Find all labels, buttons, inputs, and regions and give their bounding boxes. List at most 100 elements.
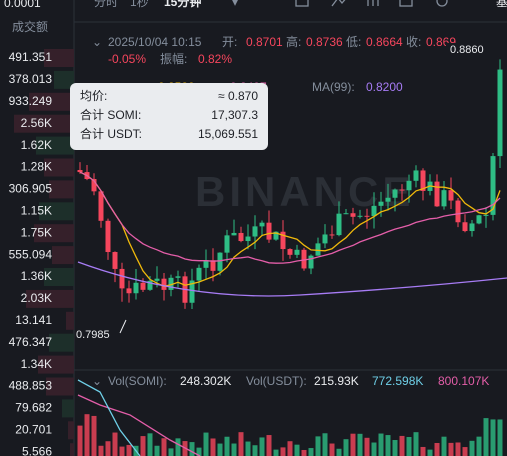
volume-bar	[217, 443, 223, 456]
collapse-arrow[interactable]: ⌄	[92, 35, 102, 49]
icon[interactable]	[367, 0, 379, 6]
candle	[266, 222, 272, 240]
row-value: 1.62K	[21, 138, 52, 152]
row-value: 491.351	[9, 50, 53, 64]
moving-average	[79, 171, 501, 264]
icon[interactable]	[331, 0, 348, 7]
candle	[490, 156, 496, 215]
row-bar	[26, 289, 74, 308]
candle	[259, 222, 265, 227]
tab-active[interactable]: 15分钟	[164, 0, 201, 9]
volume-bar	[322, 433, 328, 456]
volume-bar	[385, 435, 391, 456]
volume-bar	[308, 448, 314, 456]
candle	[469, 223, 475, 232]
icon[interactable]	[295, 0, 309, 7]
volume-bar	[175, 438, 181, 456]
low: 0.8664	[366, 35, 403, 49]
volume-bar	[455, 442, 461, 456]
collapse-arrow[interactable]: ⌄	[92, 374, 102, 388]
candle	[77, 170, 83, 173]
row-bar	[36, 136, 74, 155]
candle	[441, 190, 447, 207]
row-bar	[54, 70, 74, 89]
column-header: 成交额	[12, 19, 48, 34]
volume-bar	[378, 433, 384, 456]
row-value: 378.013	[9, 72, 53, 86]
candle	[245, 236, 251, 242]
candle	[203, 260, 209, 268]
tooltip-value: 17,307.3	[211, 108, 258, 122]
candle	[168, 277, 174, 290]
volume-bar	[406, 437, 412, 456]
open: 0.8701	[246, 35, 283, 49]
volume-bar	[371, 442, 377, 456]
volume-bar	[196, 447, 202, 456]
candle	[476, 215, 482, 224]
volume-bar	[427, 449, 433, 456]
dropdown-arrow[interactable]: ▾	[232, 0, 238, 9]
candle	[161, 278, 167, 290]
high-marker: 0.8860	[450, 44, 484, 56]
row-value: 555.094	[9, 247, 53, 261]
row-bar	[70, 443, 74, 456]
volume-bar	[238, 432, 244, 456]
volume-bar	[392, 440, 398, 456]
row-value: 13.141	[15, 313, 52, 327]
volume-bar	[252, 445, 258, 456]
volume-bar	[413, 432, 419, 456]
precision[interactable]: 0.0001	[4, 0, 41, 10]
candle	[140, 282, 146, 290]
label: 低:	[346, 35, 361, 49]
candle	[392, 189, 398, 198]
tab[interactable]: 1秒	[130, 0, 149, 9]
row-bar	[49, 333, 74, 352]
label: 振幅:	[160, 51, 187, 66]
high: 0.8736	[306, 35, 343, 49]
row-value: 1.15K	[21, 203, 52, 217]
row-value: 1.75K	[21, 225, 52, 239]
candles	[77, 59, 507, 334]
icon[interactable]	[436, 0, 448, 7]
volume-bar	[245, 441, 251, 456]
candle	[133, 282, 139, 294]
candle	[273, 231, 279, 240]
candle	[455, 200, 461, 223]
tooltip-rows: 均价: ≈ 0.870 合计 SOMI: 17,307.3 合计 USDT: 15,069…	[80, 89, 258, 141]
volume-bar	[490, 419, 496, 456]
candle	[308, 255, 314, 269]
vol-somi: 248.302K	[180, 374, 231, 388]
volume-bar	[112, 432, 118, 456]
row-value: 933.249	[9, 94, 53, 108]
candle	[189, 280, 195, 303]
ma99: 0.8200	[366, 80, 403, 94]
row-bar	[44, 49, 74, 67]
row-bar	[14, 114, 74, 133]
toolbar-right[interactable]: 基	[496, 0, 507, 9]
volume-bar	[189, 442, 195, 456]
candle	[329, 234, 335, 236]
label: Vol(USDT):	[246, 374, 307, 388]
tab[interactable]: 分时	[94, 0, 118, 9]
row-bar	[62, 399, 74, 418]
volume-bar	[280, 447, 286, 456]
row-value: 1.28K	[21, 160, 52, 174]
volume-bar	[84, 414, 90, 456]
volume-bar	[357, 433, 363, 456]
toolbar-icons[interactable]	[295, 0, 448, 7]
candle	[91, 178, 97, 192]
volume-ma	[77, 394, 201, 456]
icon[interactable]	[399, 0, 413, 7]
label: 收:	[406, 35, 421, 49]
row-value: 20.701	[15, 422, 52, 436]
volume-bar	[329, 443, 335, 456]
volume-ma	[77, 379, 141, 456]
volume-bar	[91, 415, 97, 456]
volume-bar	[441, 436, 447, 456]
row-value: 1.36K	[21, 269, 52, 283]
volume-bar	[497, 419, 503, 456]
volume-bar	[154, 445, 160, 456]
row-value: 5.566	[22, 444, 52, 456]
row-bar	[44, 268, 74, 286]
